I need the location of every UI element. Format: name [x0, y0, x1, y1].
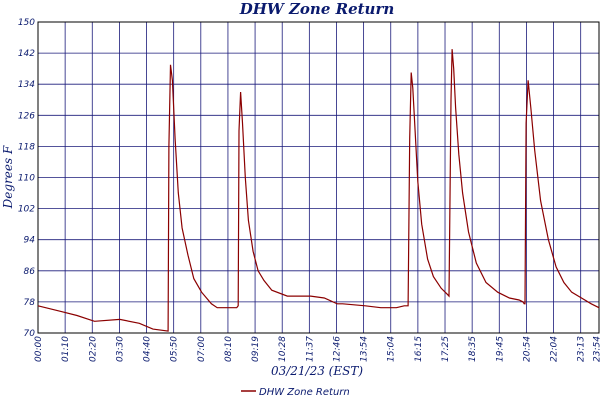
y-tick-label: 134	[18, 80, 35, 90]
x-axis-label: 03/21/23 (EST)	[271, 364, 363, 378]
y-tick-label: 126	[18, 111, 35, 121]
x-tick-label: 15:04	[387, 336, 397, 362]
x-tick-label: 16:15	[414, 336, 424, 362]
chart-grid	[37, 21, 599, 334]
x-tick-label: 01:10	[61, 336, 71, 362]
x-tick-label: 07:00	[197, 336, 207, 362]
x-tick-label: 17:25	[441, 336, 451, 362]
y-tick-label: 150	[18, 18, 35, 28]
x-tick-label: 00:00	[34, 336, 44, 362]
tick-labels: 70 78 86 94 102 110 118 126 134 142 150 00:00 01:10 0…	[18, 18, 600, 362]
y-tick-label: 110	[18, 174, 35, 184]
y-tick-label: 118	[18, 142, 35, 152]
legend: DHW Zone Return	[241, 387, 350, 398]
x-tick-label: 23:54	[593, 336, 600, 362]
x-tick-label: 23:13	[577, 336, 587, 362]
x-tick-label: 05:50	[170, 336, 180, 362]
y-tick-label: 94	[24, 236, 36, 246]
y-tick-label: 142	[18, 49, 35, 59]
y-tick-label: 70	[24, 329, 36, 339]
y-tick-label: 102	[18, 205, 35, 215]
plot-frame	[37, 21, 600, 334]
x-tick-label: 19:45	[495, 336, 505, 362]
x-tick-label: 22:04	[550, 336, 560, 362]
x-tick-label: 11:37	[305, 336, 315, 362]
y-axis-label: Degrees F	[1, 145, 15, 209]
x-tick-label: 03:30	[115, 336, 125, 362]
chart-title: DHW Zone Return	[239, 0, 395, 18]
x-tick-label: 18:35	[468, 336, 478, 362]
x-tick-label: 13:54	[360, 336, 370, 362]
legend-label: DHW Zone Return	[259, 387, 350, 398]
x-tick-label: 20:54	[522, 336, 532, 362]
x-tick-label: 02:20	[88, 336, 98, 362]
x-tick-label: 12:46	[332, 336, 342, 362]
series-line-dhw-zone-return	[37, 49, 600, 332]
x-tick-label: 10:28	[278, 336, 288, 362]
x-tick-label: 04:40	[143, 336, 153, 362]
x-tick-label: 09:19	[251, 336, 261, 362]
y-tick-label: 78	[24, 298, 36, 308]
x-tick-label: 08:10	[224, 336, 234, 362]
y-tick-label: 86	[24, 267, 36, 277]
